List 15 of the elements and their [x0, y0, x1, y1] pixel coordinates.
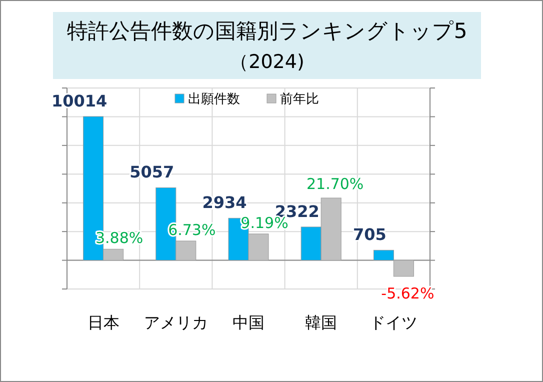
chart-title: 特許公告件数の国籍別ランキングトップ5: [66, 19, 468, 43]
x-tick-label: 中国: [232, 313, 264, 332]
data-label: 2934: [202, 193, 247, 212]
data-label: 21.70%: [306, 174, 364, 193]
data-label: 10014: [51, 92, 108, 111]
legend-label: 出願件数: [188, 92, 240, 107]
data-label: 705: [352, 225, 386, 244]
x-tick-label: アメリカ: [144, 313, 208, 332]
data-label: -5.62%: [381, 284, 434, 302]
legend-label: 前年比: [280, 92, 319, 107]
x-tick-label: 韓国: [305, 313, 338, 332]
chart-subtitle: （2024): [230, 51, 304, 73]
x-tick-label: ドイツ: [370, 313, 418, 332]
x-tick-label: 日本: [87, 313, 120, 332]
data-label: 5057: [130, 162, 174, 182]
